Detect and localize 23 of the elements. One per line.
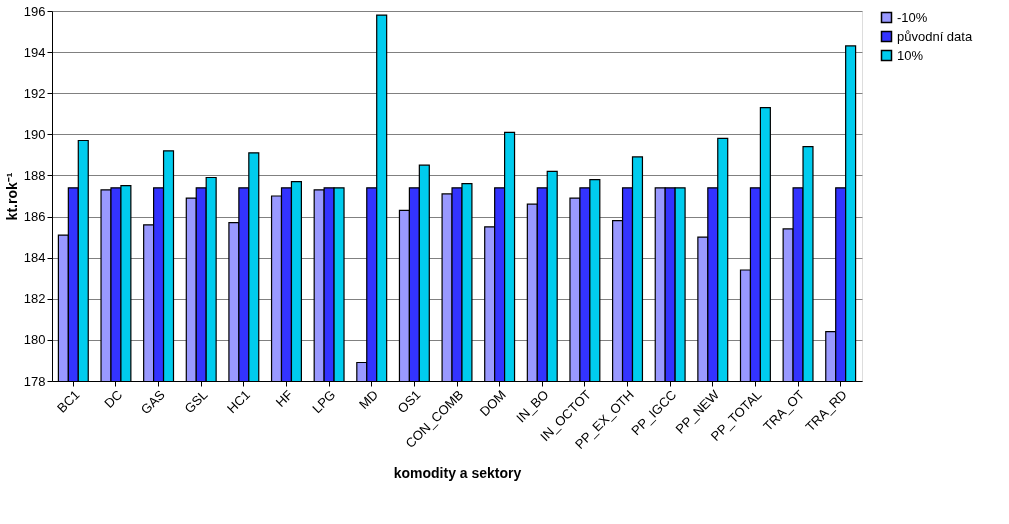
legend-label: -10% — [897, 9, 928, 25]
x-tick-label: DC — [101, 387, 126, 411]
x-tick-label: GAS — [137, 386, 168, 418]
x-tick-label: HF — [272, 387, 296, 410]
y-tick-label: 186 — [23, 209, 46, 225]
x-tick-label: GSL — [181, 387, 211, 417]
legend-label: 10% — [897, 47, 924, 63]
y-tick-label: 190 — [23, 126, 46, 142]
x-axis-title: komodity a sektory — [393, 464, 522, 481]
y-tick-label: 196 — [23, 3, 46, 19]
x-tick-label: HC1 — [224, 387, 254, 417]
y-tick-label: 188 — [23, 167, 46, 183]
y-tick-label: 184 — [23, 250, 46, 266]
y-tick-label: 180 — [23, 332, 46, 348]
y-tick-label: 182 — [23, 291, 46, 307]
y-axis-title: kt.rok⁻¹ — [3, 172, 20, 221]
x-tick-label: LPG — [309, 387, 339, 417]
x-tick-label: BC1 — [54, 387, 83, 416]
y-tick-label: 192 — [23, 85, 46, 101]
y-tick-label: 178 — [23, 373, 46, 389]
y-tick-label: 194 — [23, 44, 46, 60]
legend-label: původní data — [897, 28, 973, 44]
x-tick-label: MD — [356, 387, 381, 412]
